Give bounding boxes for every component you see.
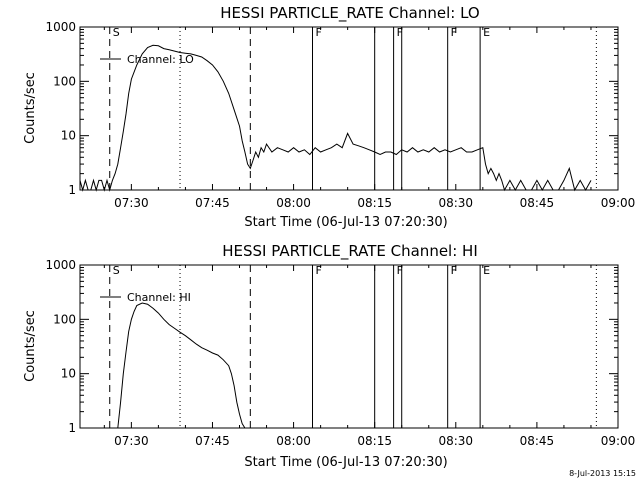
x-tick-label-hi: 08:00: [276, 434, 311, 448]
legend-lo: Channel: LO: [100, 53, 194, 66]
x-tick-label-hi: 08:15: [357, 434, 392, 448]
x-tick-label-lo: 08:15: [357, 196, 392, 210]
legend-hi: Channel: HI: [100, 291, 191, 304]
x-tick-label-hi: 08:45: [520, 434, 555, 448]
event-marker-label-hi-7: F: [451, 264, 457, 277]
x-axis-label-lo: Start Time (06-Jul-13 07:20:30): [244, 215, 447, 230]
legend-label-hi: Channel: HI: [127, 291, 191, 304]
event-marker-label-lo-0: S: [113, 26, 120, 39]
y-tick-label-hi: 100: [53, 312, 76, 326]
event-marker-label-lo-7: F: [451, 26, 457, 39]
x-ticks-hi: 07:30 07:45 08:00 08:15 08:30 08:45 09:00: [103, 265, 636, 448]
x-tick-label-lo: 08:45: [520, 196, 555, 210]
x-tick-label-lo: 08:00: [276, 196, 311, 210]
x-tick-label-lo: 07:30: [114, 196, 149, 210]
event-marker-label-hi-5: F: [397, 264, 403, 277]
x-tick-label-lo: 07:45: [195, 196, 230, 210]
x-tick-label-lo: 09:00: [601, 196, 636, 210]
event-markers-hi: [109, 265, 597, 428]
x-tick-label-hi: 07:45: [195, 434, 230, 448]
event-marker-label-lo-3: F: [316, 26, 322, 39]
chart-panel-lo: HESSI PARTICLE_RATE Channel: LO S F F F E 07…: [23, 4, 635, 230]
legend-label-lo: Channel: LO: [127, 53, 194, 66]
event-markers-lo: [109, 27, 597, 190]
plot-frame-hi: [79, 264, 619, 429]
y-ticks-lo: 1 10 100 1000: [45, 20, 618, 197]
x-tick-label-hi: 07:30: [114, 434, 149, 448]
event-marker-label-hi-3: F: [316, 264, 322, 277]
y-axis-label-hi: Counts/sec: [23, 310, 38, 382]
x-tick-label-hi: 09:00: [601, 434, 636, 448]
y-tick-label-lo: 1: [68, 183, 76, 197]
y-tick-label-lo: 100: [53, 74, 76, 88]
y-tick-label-hi: 1: [68, 421, 76, 435]
x-tick-label-lo: 08:30: [438, 196, 473, 210]
y-tick-label-hi: 10: [61, 367, 76, 381]
series-line-lo: [79, 44, 592, 192]
event-marker-label-hi-8: E: [483, 264, 490, 277]
chart-title-hi: HESSI PARTICLE_RATE Channel: HI: [222, 242, 478, 261]
y-tick-label-lo: 10: [61, 129, 76, 143]
x-axis-label-hi: Start Time (06-Jul-13 07:20:30): [244, 455, 447, 470]
x-tick-label-hi: 08:30: [438, 434, 473, 448]
y-tick-label-lo: 1000: [45, 20, 76, 34]
event-marker-label-lo-8: E: [483, 26, 490, 39]
series-line-hi: [117, 302, 246, 429]
footer-timestamp: 8-Jul-2013 15:15: [569, 469, 636, 478]
event-marker-label-lo-5: F: [397, 26, 403, 39]
y-ticks-hi: 1 10 100 1000: [45, 258, 618, 435]
chart-panel-hi: HESSI PARTICLE_RATE Channel: HI S F F F E 07…: [23, 242, 635, 470]
y-axis-label-lo: Counts/sec: [23, 72, 38, 144]
chart-title-lo: HESSI PARTICLE_RATE Channel: LO: [220, 4, 479, 23]
x-ticks-lo: 07:30 07:45 08:00 08:15 08:30 08:45 09:00: [103, 27, 636, 210]
plot-frame-lo: [79, 26, 619, 191]
event-marker-label-hi-0: S: [113, 264, 120, 277]
y-tick-label-hi: 1000: [45, 258, 76, 272]
